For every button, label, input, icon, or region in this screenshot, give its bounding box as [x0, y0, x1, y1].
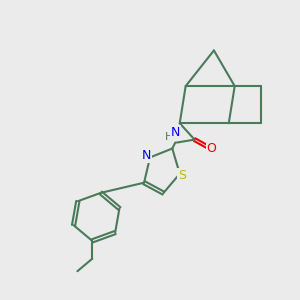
Text: S: S	[178, 169, 186, 182]
Text: N: N	[142, 149, 151, 162]
Text: H: H	[165, 132, 173, 142]
Text: O: O	[207, 142, 217, 155]
Text: N: N	[171, 126, 180, 139]
